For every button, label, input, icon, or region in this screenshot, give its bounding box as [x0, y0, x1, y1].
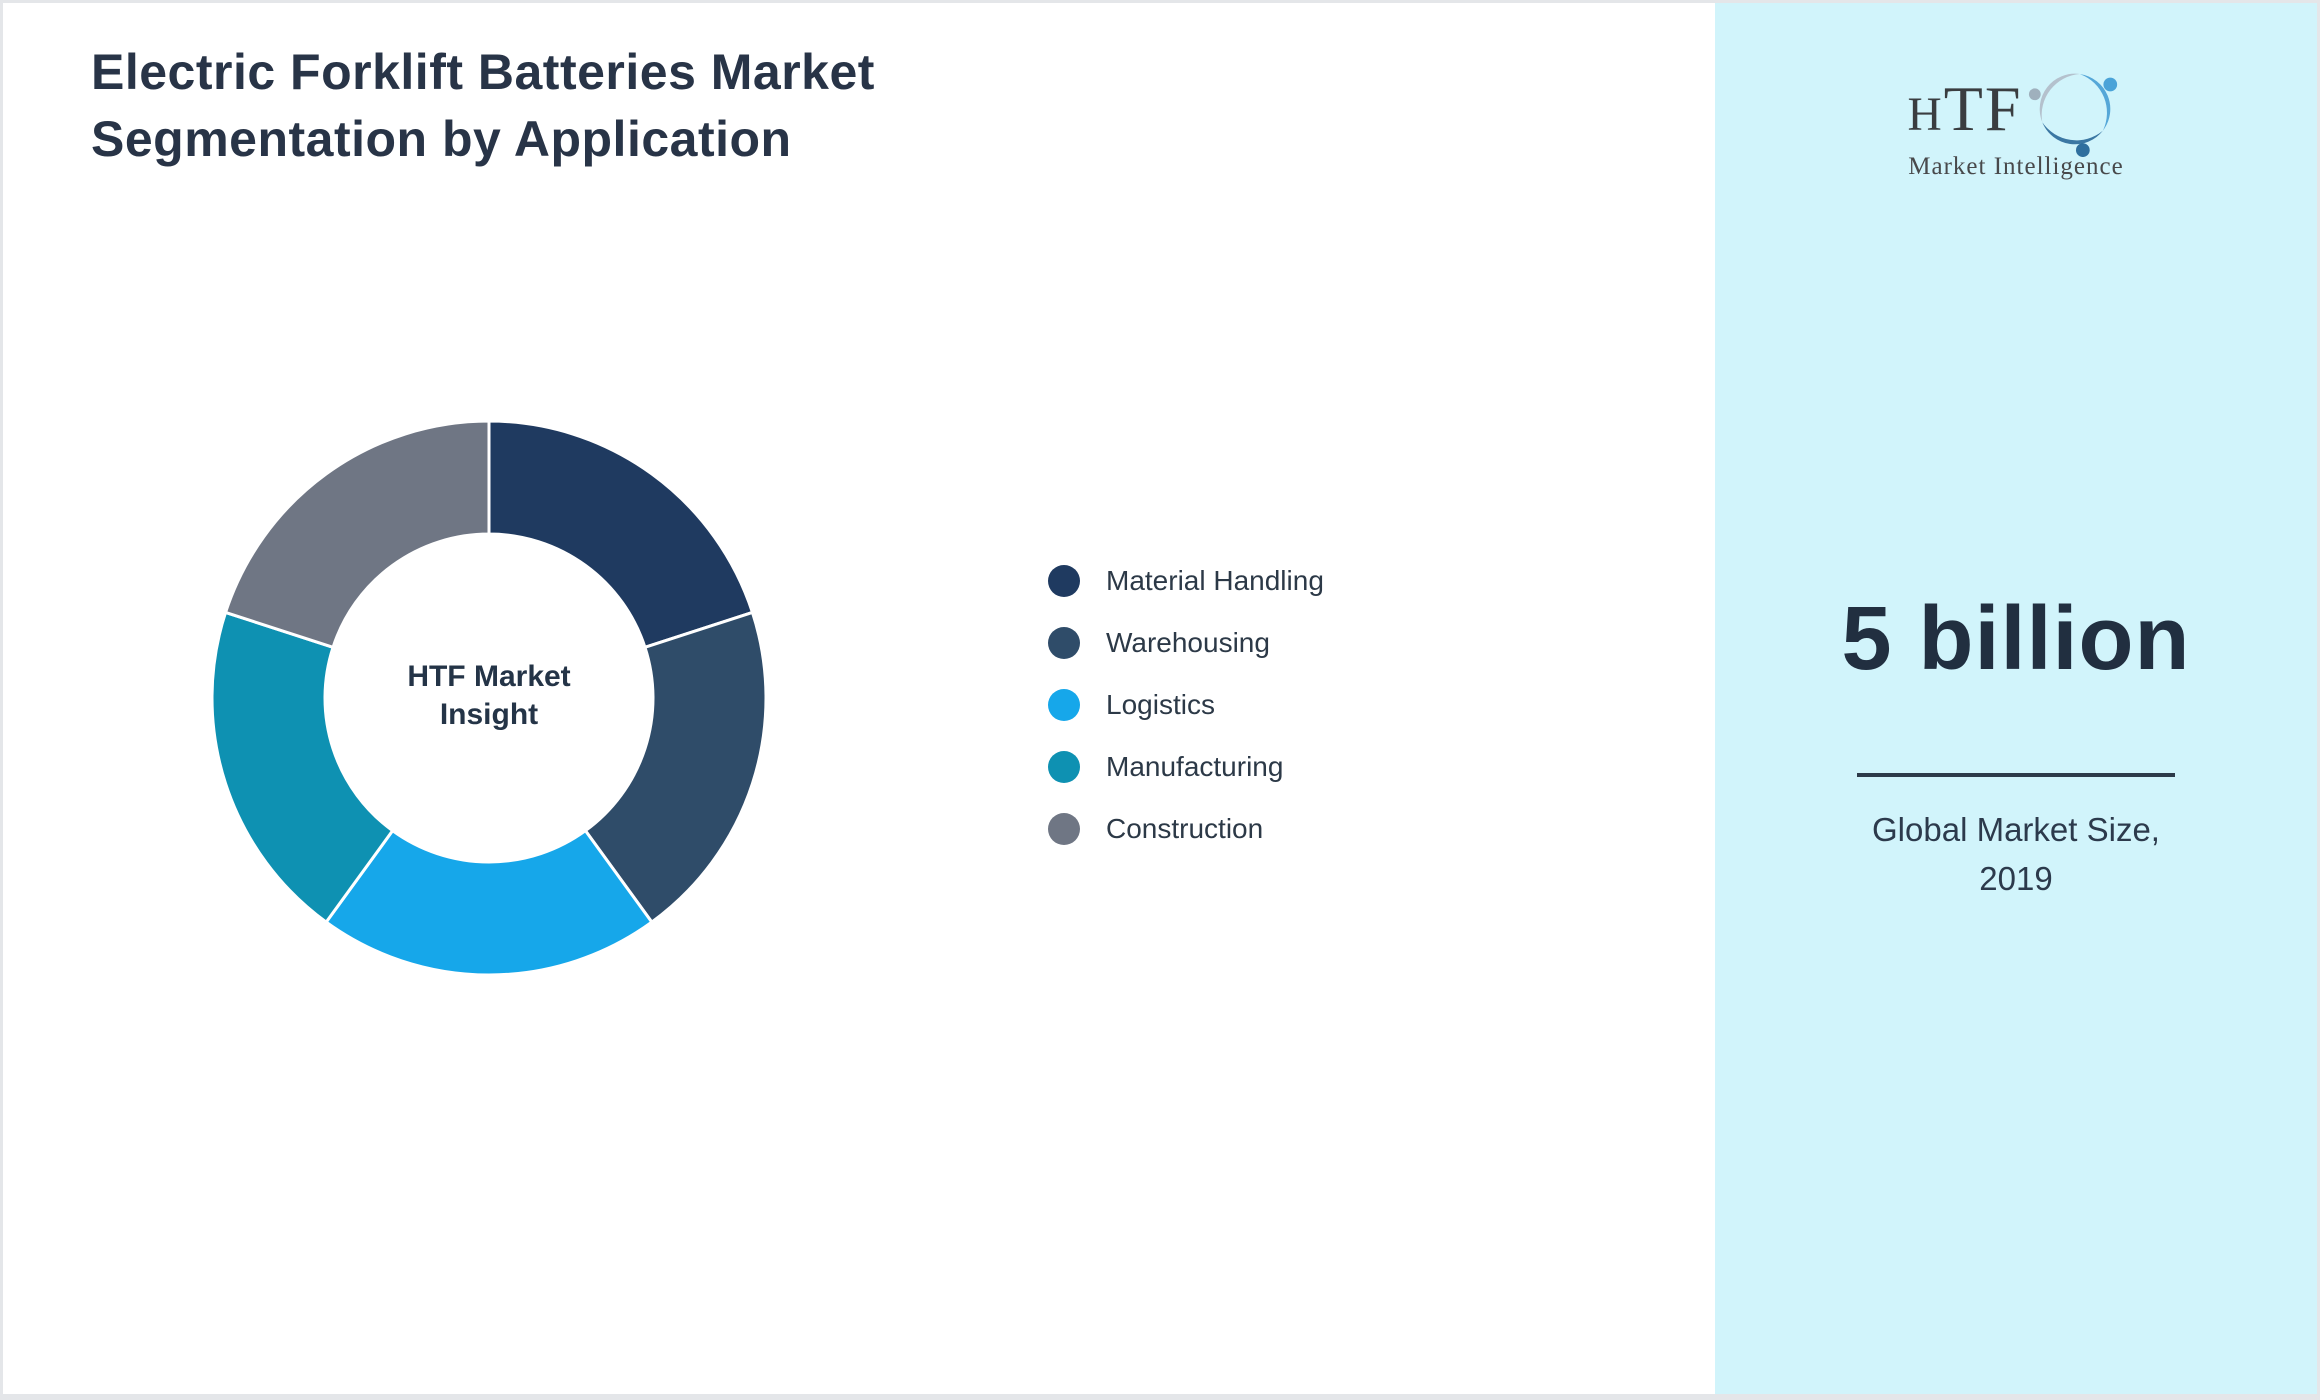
- page-title-line2: Segmentation by Application: [91, 111, 792, 167]
- htf-logo-text: HTF: [1907, 73, 2023, 144]
- market-size-caption-line1: Global Market Size,: [1872, 811, 2160, 848]
- donut-chart-area: [209, 418, 769, 978]
- donut-slice-material-handling: [487, 419, 754, 649]
- legend-label: Material Handling: [1106, 565, 1324, 596]
- divider-line: [1857, 773, 2175, 777]
- htf-dolphins-icon: [2029, 73, 2118, 157]
- legend-item-warehousing: Warehousing: [1048, 627, 1324, 659]
- legend-dot-icon: [1048, 813, 1080, 845]
- legend-item-manufacturing: Manufacturing: [1048, 751, 1324, 783]
- donut-center-line2: Insight: [439, 698, 539, 731]
- legend-dot-icon: [1048, 565, 1080, 597]
- legend-label: Construction: [1106, 813, 1264, 844]
- legend-label: Logistics: [1106, 689, 1215, 720]
- market-size-panel: HTF Market Intelligence 5 billion Global…: [1715, 3, 2317, 1394]
- page-title: Electric Forklift Batteries Market Segme…: [91, 39, 875, 173]
- legend-dot-icon: [1048, 689, 1080, 721]
- donut-chart: [210, 419, 768, 977]
- legend-label: Manufacturing: [1106, 751, 1284, 782]
- legend-dot-icon: [1048, 627, 1080, 659]
- legend-item-construction: Construction: [1048, 813, 1324, 845]
- market-size-value: 5 billion: [1841, 589, 2191, 689]
- donut-center-label: HTF Market Insight: [339, 658, 639, 734]
- market-size-caption: Global Market Size, 2019: [1715, 805, 2317, 903]
- htf-logo-tagline: Market Intelligence: [1908, 153, 2124, 180]
- market-size-caption-line2: 2019: [1979, 860, 2053, 897]
- legend-item-logistics: Logistics: [1048, 689, 1324, 721]
- legend-item-material-handling: Material Handling: [1048, 565, 1324, 597]
- donut-slice-logistics: [324, 829, 654, 977]
- donut-slice-manufacturing: [210, 610, 395, 924]
- donut-slice-construction: [224, 419, 491, 649]
- page-title-line1: Electric Forklift Batteries Market: [91, 44, 875, 100]
- donut-slice-warehousing: [583, 610, 768, 924]
- chart-legend: Material Handling Warehousing Logistics …: [1048, 565, 1324, 875]
- donut-center-line1: HTF Market: [407, 660, 571, 693]
- htf-logo-row: HTF: [1715, 61, 2317, 157]
- legend-label: Warehousing: [1106, 627, 1270, 658]
- htf-logo: HTF Market Intelligence: [1715, 61, 2317, 181]
- legend-dot-icon: [1048, 751, 1080, 783]
